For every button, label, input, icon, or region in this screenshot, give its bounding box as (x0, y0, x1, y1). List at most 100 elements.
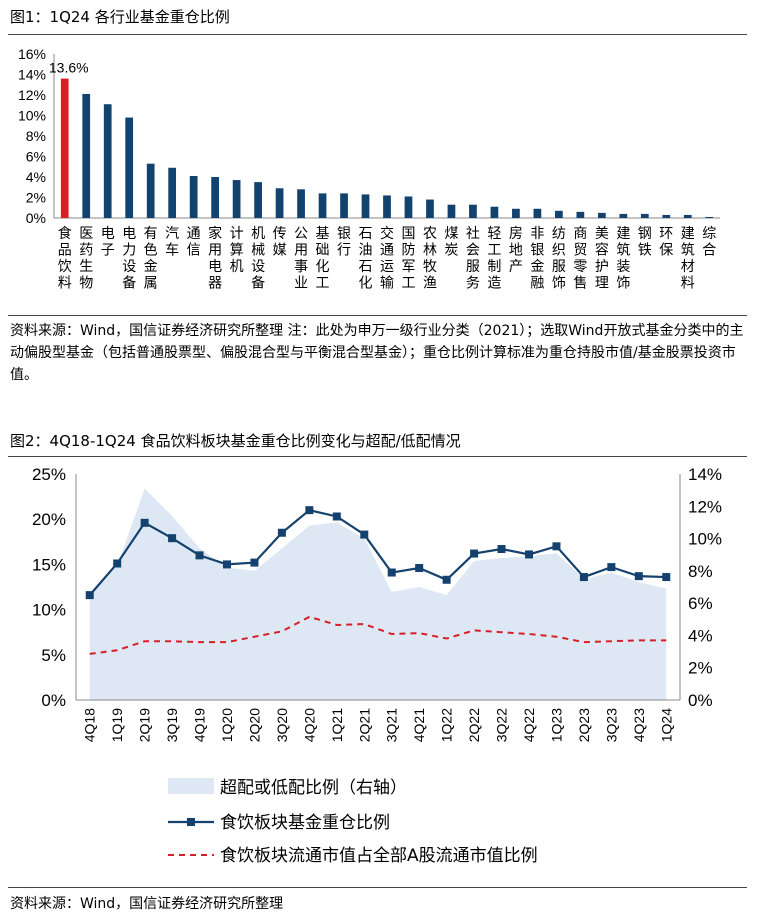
x-tick-label: 商贸零售 (573, 226, 587, 292)
fund-holding-point (579, 573, 588, 582)
x-tick-label: 3Q19 (164, 708, 180, 742)
x-tick-label: 2Q23 (576, 708, 592, 742)
x-tick-label: 电子 (101, 226, 115, 259)
overweight-area (89, 488, 667, 700)
bar (555, 210, 563, 218)
figure2-bottom-rule (8, 887, 747, 888)
x-tick-label: 3Q23 (603, 708, 619, 742)
y-tick-label: 6% (26, 149, 46, 165)
fund-holding-point (195, 551, 204, 560)
legend-label-area: 超配或低配比例（右轴） (220, 778, 407, 798)
bar (683, 214, 692, 218)
legend-label-holding: 食饮板块基金重仓比例 (220, 813, 390, 833)
x-tick-label: 煤炭 (444, 226, 458, 259)
left-tick-label: 10% (32, 601, 66, 620)
x-tick-label: 1Q20 (219, 708, 235, 742)
bar (533, 208, 542, 218)
legend-swatch-holding-marker (187, 818, 195, 826)
bar (146, 163, 155, 218)
x-tick-label: 计算机 (230, 226, 244, 275)
y-tick-label: 14% (18, 67, 46, 83)
bar (82, 93, 91, 218)
fund-holding-point (525, 550, 533, 559)
bar (297, 189, 305, 218)
fund-holding-point (497, 545, 506, 554)
fund-holding-point (305, 506, 314, 515)
x-tick-label: 环保 (659, 226, 673, 259)
figure2-title: 图2：4Q18-1Q24 食品饮料板块基金重仓比例变化与超配/低配情况 (10, 432, 461, 450)
x-tick-label: 4Q18 (82, 708, 98, 742)
x-tick-label: 4Q19 (192, 708, 208, 742)
x-tick-label: 建筑材料 (681, 226, 695, 292)
figure1-title: 图1：1Q24 各行业基金重仓比例 (10, 8, 230, 26)
bar (447, 204, 456, 218)
x-tick-label: 汽车 (165, 226, 179, 259)
x-tick-label: 3Q20 (274, 708, 290, 742)
fund-holding-point (250, 558, 259, 567)
x-tick-label: 4Q20 (301, 708, 317, 742)
figure1-source-note: 资料来源：Wind，国信证券经济研究所整理 注：此处为申万一级行业分类（2021… (10, 323, 744, 383)
x-tick-label: 交通运输 (380, 225, 394, 292)
x-tick-label: 电力设备 (122, 226, 136, 292)
y-tick-label: 2% (26, 190, 46, 206)
figure2-top-rule (8, 456, 747, 457)
x-tick-label: 2Q19 (137, 708, 153, 742)
fund-holding-point (662, 573, 671, 582)
x-tick-label: 基础化工 (316, 225, 330, 292)
x-tick-label: 机械设备 (251, 226, 265, 292)
right-tick-label: 6% (688, 594, 713, 613)
industry-bar-chart: 0% 2% 4% 6% 8% 10% 12% 14% 16% 食品饮料医药生物电子电力设备有色金属… (18, 46, 720, 292)
fund-holding-point (140, 518, 149, 527)
bar (168, 167, 177, 218)
bar (705, 216, 714, 218)
figure1-top-rule (8, 34, 747, 35)
right-tick-label: 14% (688, 465, 722, 484)
legend-swatch-area (168, 778, 214, 794)
y-tick-label: 4% (26, 169, 46, 185)
x-tick-label: 1Q24 (658, 708, 674, 742)
x-tick-label: 4Q22 (521, 708, 537, 742)
left-tick-label: 20% (32, 510, 66, 529)
fund-holding-point (607, 563, 616, 572)
fund-holding-point (113, 559, 122, 568)
bar (189, 175, 198, 218)
x-tick-label: 公用事业 (294, 226, 308, 292)
y-tick-label: 0% (26, 210, 46, 226)
x-tick-label: 美容护理 (595, 226, 609, 292)
x-tick-label: 3Q22 (494, 708, 510, 742)
bar (318, 193, 327, 218)
bar (576, 211, 585, 218)
bar (232, 180, 241, 218)
x-tick-label: 社会服务 (466, 226, 480, 292)
fund-holding-point (552, 542, 561, 551)
y-tick-label: 12% (18, 87, 46, 103)
bar (60, 78, 69, 218)
fund-holding-point (470, 549, 479, 558)
bar (404, 196, 413, 218)
x-tick-label: 钢铁 (638, 226, 652, 259)
fund-holding-point (277, 528, 286, 537)
figure1-bottom-rule (8, 315, 747, 316)
x-tick-label: 建筑装饰 (616, 226, 630, 292)
x-tick-label: 医药生物 (79, 226, 93, 292)
fund-holding-point (332, 512, 341, 521)
left-tick-label: 15% (32, 555, 66, 574)
x-tick-label: 传媒 (273, 226, 287, 259)
x-tick-label: 房地产 (509, 226, 523, 275)
y-tick-label: 16% (18, 46, 46, 62)
bar (597, 212, 606, 218)
fund-holding-point (442, 575, 451, 584)
bar (211, 177, 219, 218)
fund-holding-point (360, 530, 369, 539)
x-tick-label: 国防军工 (401, 226, 415, 292)
data-label: 13.6% (49, 60, 89, 76)
right-tick-label: 8% (688, 562, 713, 581)
left-tick-label: 5% (41, 646, 66, 665)
x-tick-label: 3Q21 (384, 708, 400, 742)
x-tick-label: 1Q22 (439, 708, 455, 742)
bar (361, 194, 370, 218)
x-tick-label: 1Q23 (548, 708, 564, 742)
right-tick-label: 0% (688, 691, 713, 710)
bar (640, 213, 649, 218)
x-tick-label: 1Q21 (329, 708, 345, 742)
